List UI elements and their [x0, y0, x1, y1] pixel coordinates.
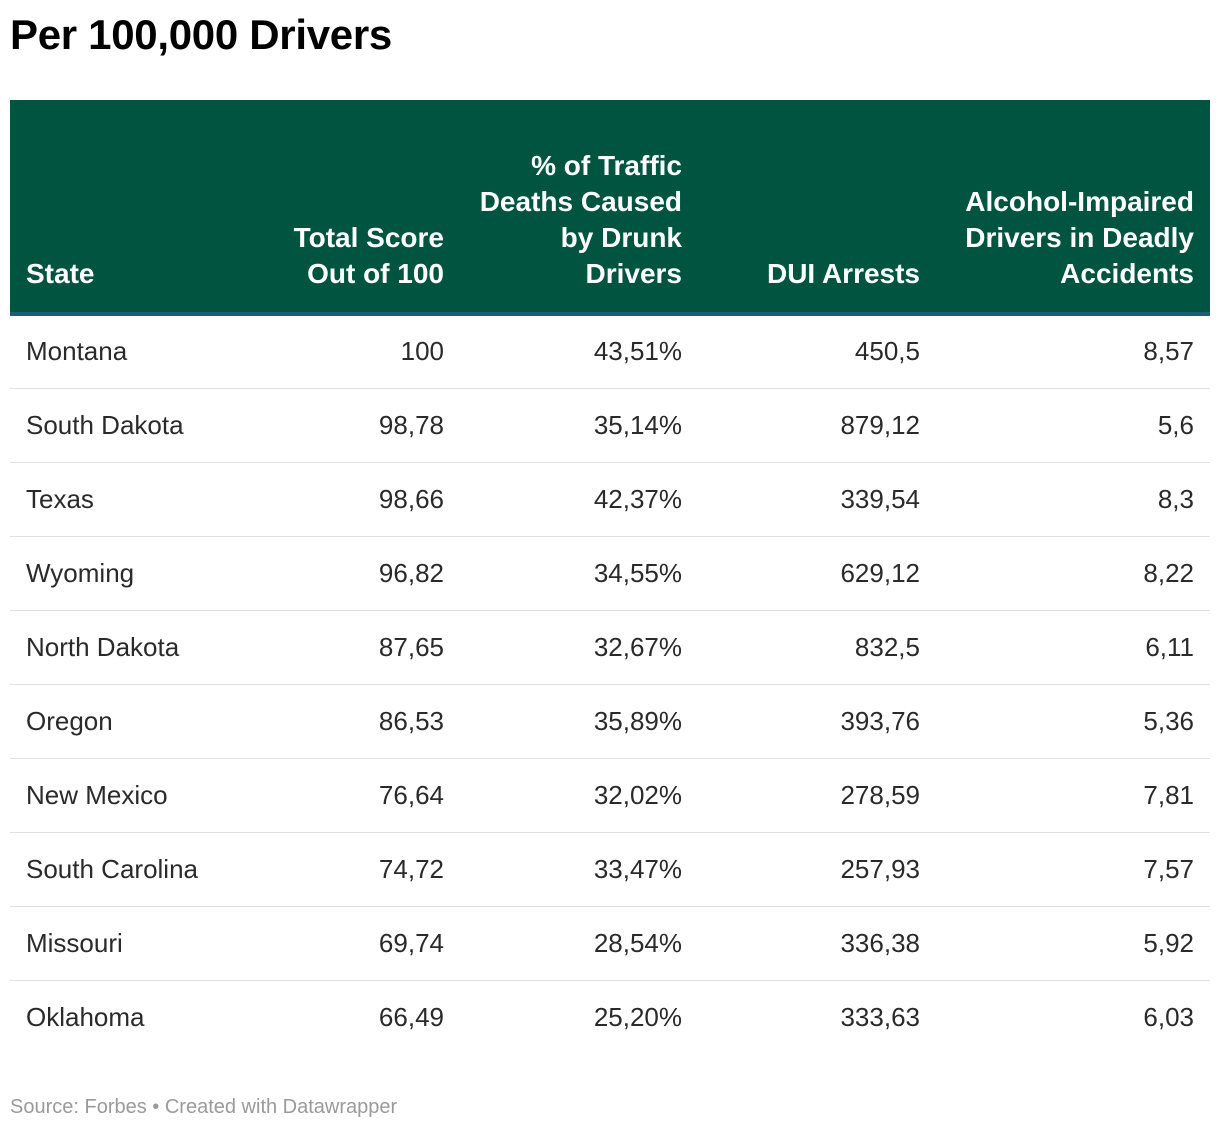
table-row: Oregon 86,53 35,89% 393,76 5,36 [10, 684, 1210, 758]
table-row: Montana 100 43,51% 450,5 8,57 [10, 314, 1210, 388]
state-cell: Texas [26, 483, 94, 514]
dui-arrests-cell: 278,59 [840, 779, 920, 810]
alcohol-impaired-cell: 8,22 [1143, 557, 1194, 588]
alcohol-impaired-cell: 8,57 [1143, 336, 1194, 367]
state-cell: Wyoming [26, 557, 135, 588]
alcohol-impaired-cell: 5,6 [1157, 409, 1194, 440]
column-header-total-score[interactable]: Total Score Out of 100 [270, 100, 460, 316]
dui-arrests-cell: 450,5 [854, 336, 920, 367]
dui-arrests-cell: 336,38 [840, 927, 920, 958]
state-cell: Oklahoma [26, 1001, 145, 1032]
table-row: North Dakota 87,65 32,67% 832,5 6,11 [10, 610, 1210, 684]
table-row: Texas 98,66 42,37% 339,54 8,3 [10, 462, 1210, 536]
state-cell: Oregon [26, 705, 113, 736]
table-header: State Total Score Out of 100 % of Traffi… [10, 100, 1210, 316]
state-cell: Missouri [26, 927, 123, 958]
dui-arrests-cell: 333,63 [840, 1001, 920, 1032]
traffic-deaths-pct-cell: 42,37% [593, 483, 682, 514]
alcohol-impaired-cell: 6,03 [1143, 1001, 1194, 1032]
traffic-deaths-pct-cell: 35,14% [593, 409, 682, 440]
total-score-cell: 76,64 [378, 779, 444, 810]
alcohol-impaired-cell: 6,11 [1145, 631, 1194, 662]
traffic-deaths-pct-cell: 28,54% [593, 927, 682, 958]
state-cell: Montana [26, 336, 128, 367]
total-score-cell: 87,65 [378, 631, 444, 662]
traffic-deaths-pct-cell: 35,89% [593, 705, 682, 736]
dui-arrests-cell: 629,12 [840, 557, 920, 588]
header-row: State Total Score Out of 100 % of Traffi… [10, 100, 1210, 316]
dui-arrests-cell: 879,12 [840, 409, 920, 440]
traffic-deaths-pct-cell: 32,67% [593, 631, 682, 662]
table-row: Missouri 69,74 28,54% 336,38 5,92 [10, 906, 1210, 980]
alcohol-impaired-cell: 7,57 [1143, 853, 1194, 884]
total-score-cell: 66,49 [378, 1001, 444, 1032]
state-cell: South Dakota [26, 409, 184, 440]
traffic-deaths-pct-cell: 33,47% [593, 853, 682, 884]
traffic-deaths-pct-cell: 34,55% [593, 557, 682, 588]
data-table: State Total Score Out of 100 % of Traffi… [10, 100, 1210, 1054]
chart-title: Per 100,000 Drivers [10, 11, 392, 58]
alcohol-impaired-cell: 5,92 [1143, 927, 1194, 958]
total-score-cell: 100 [400, 336, 444, 367]
total-score-cell: 69,74 [378, 927, 444, 958]
state-cell: North Dakota [26, 631, 180, 662]
table-body: Montana 100 43,51% 450,5 8,57 South Dakota 98,… [10, 314, 1210, 1054]
source-footer: Source: Forbes • Created with Datawrappe… [10, 1096, 398, 1118]
total-score-cell: 98,78 [378, 409, 444, 440]
table-row: South Carolina 74,72 33,47% 257,93 7,57 [10, 832, 1210, 906]
dui-arrests-cell: 393,76 [840, 705, 920, 736]
column-header-traffic-deaths-pct[interactable]: % of Traffic Deaths Caused by Drunk Driv… [460, 100, 698, 316]
dui-arrests-cell: 832,5 [854, 631, 920, 662]
total-score-cell: 96,82 [378, 557, 444, 588]
alcohol-impaired-cell: 8,3 [1157, 483, 1194, 514]
table-row: Oklahoma 66,49 25,20% 333,63 6,03 [10, 980, 1210, 1054]
column-header-alcohol-impaired-drivers[interactable]: Alcohol-Impaired Drivers in Deadly Accid… [936, 100, 1210, 316]
data-table-container: State Total Score Out of 100 % of Traffi… [10, 100, 1210, 1054]
alcohol-impaired-cell: 7,81 [1143, 779, 1194, 810]
state-cell: South Carolina [26, 853, 198, 884]
column-header-dui-arrests[interactable]: DUI Arrests [698, 100, 936, 316]
total-score-cell: 86,53 [378, 705, 444, 736]
dui-arrests-cell: 339,54 [840, 483, 920, 514]
traffic-deaths-pct-cell: 43,51% [593, 336, 682, 367]
table-row: New Mexico 76,64 32,02% 278,59 7,81 [10, 758, 1210, 832]
column-header-state[interactable]: State [10, 100, 270, 316]
table-row: Wyoming 96,82 34,55% 629,12 8,22 [10, 536, 1210, 610]
table-row: South Dakota 98,78 35,14% 879,12 5,6 [10, 388, 1210, 462]
traffic-deaths-pct-cell: 32,02% [593, 779, 682, 810]
dui-arrests-cell: 257,93 [840, 853, 920, 884]
total-score-cell: 74,72 [378, 853, 444, 884]
state-cell: New Mexico [26, 779, 168, 810]
traffic-deaths-pct-cell: 25,20% [593, 1001, 682, 1032]
alcohol-impaired-cell: 5,36 [1143, 705, 1194, 736]
total-score-cell: 98,66 [378, 483, 444, 514]
